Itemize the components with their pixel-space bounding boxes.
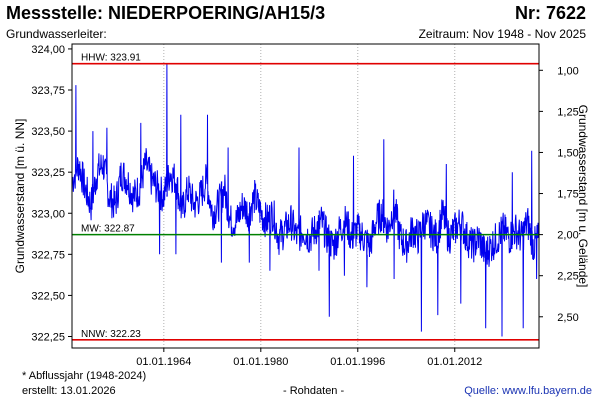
y-tick-label: 322,50 <box>31 290 65 302</box>
period-label: Zeitraum: Nov 1948 - Nov 2025 <box>418 27 586 41</box>
created-date: erstellt: 13.01.2026 <box>22 385 116 397</box>
y-axis-title: Grundwasserstand [m ü. NN] <box>13 119 27 274</box>
x-tick-label: 01.01.2012 <box>427 356 482 368</box>
page-title: Messstelle: NIEDERPOERING/AH15/3 <box>6 3 326 23</box>
y-tick-label: 322,25 <box>31 331 65 343</box>
x-tick-label: 01.01.1996 <box>330 356 385 368</box>
reference-label: NNW: 322.23 <box>81 329 141 340</box>
aquifer-label: Grundwasserleiter: <box>6 27 107 41</box>
series-line <box>71 63 539 337</box>
y2-tick-label: 2,25 <box>557 271 578 283</box>
reference-label: MW: 322.87 <box>81 224 135 235</box>
y-tick-label: 323,50 <box>31 126 65 138</box>
rawdata-label: - Rohdaten - <box>283 385 345 397</box>
x-tick-label: 01.01.1980 <box>233 356 288 368</box>
y-tick-label: 324,00 <box>31 44 65 56</box>
y2-axis-title: Grundwasserstand [m u. Gelände] <box>576 105 590 288</box>
source-link[interactable]: Quelle: www.lfu.bayern.de <box>464 385 592 397</box>
y2-tick-label: 1,50 <box>557 147 578 159</box>
y2-tick-label: 2,00 <box>557 230 578 242</box>
y-tick-label: 323,75 <box>31 85 65 97</box>
station-number: Nr: 7622 <box>514 3 586 23</box>
y2-tick-label: 1,25 <box>557 106 578 118</box>
y-tick-label: 322,75 <box>31 249 65 261</box>
reference-label: HHW: 323.91 <box>81 53 141 64</box>
y2-tick-label: 1,75 <box>557 189 578 201</box>
y-tick-label: 323,25 <box>31 167 65 179</box>
y2-tick-label: 2,50 <box>557 312 578 324</box>
y2-tick-label: 1,00 <box>557 65 578 77</box>
x-tick-label: 01.01.1964 <box>136 356 191 368</box>
y-tick-label: 323,00 <box>31 208 65 220</box>
plot-frame <box>71 43 540 349</box>
footnote: * Abflussjahr (1948-2024) <box>22 370 147 382</box>
